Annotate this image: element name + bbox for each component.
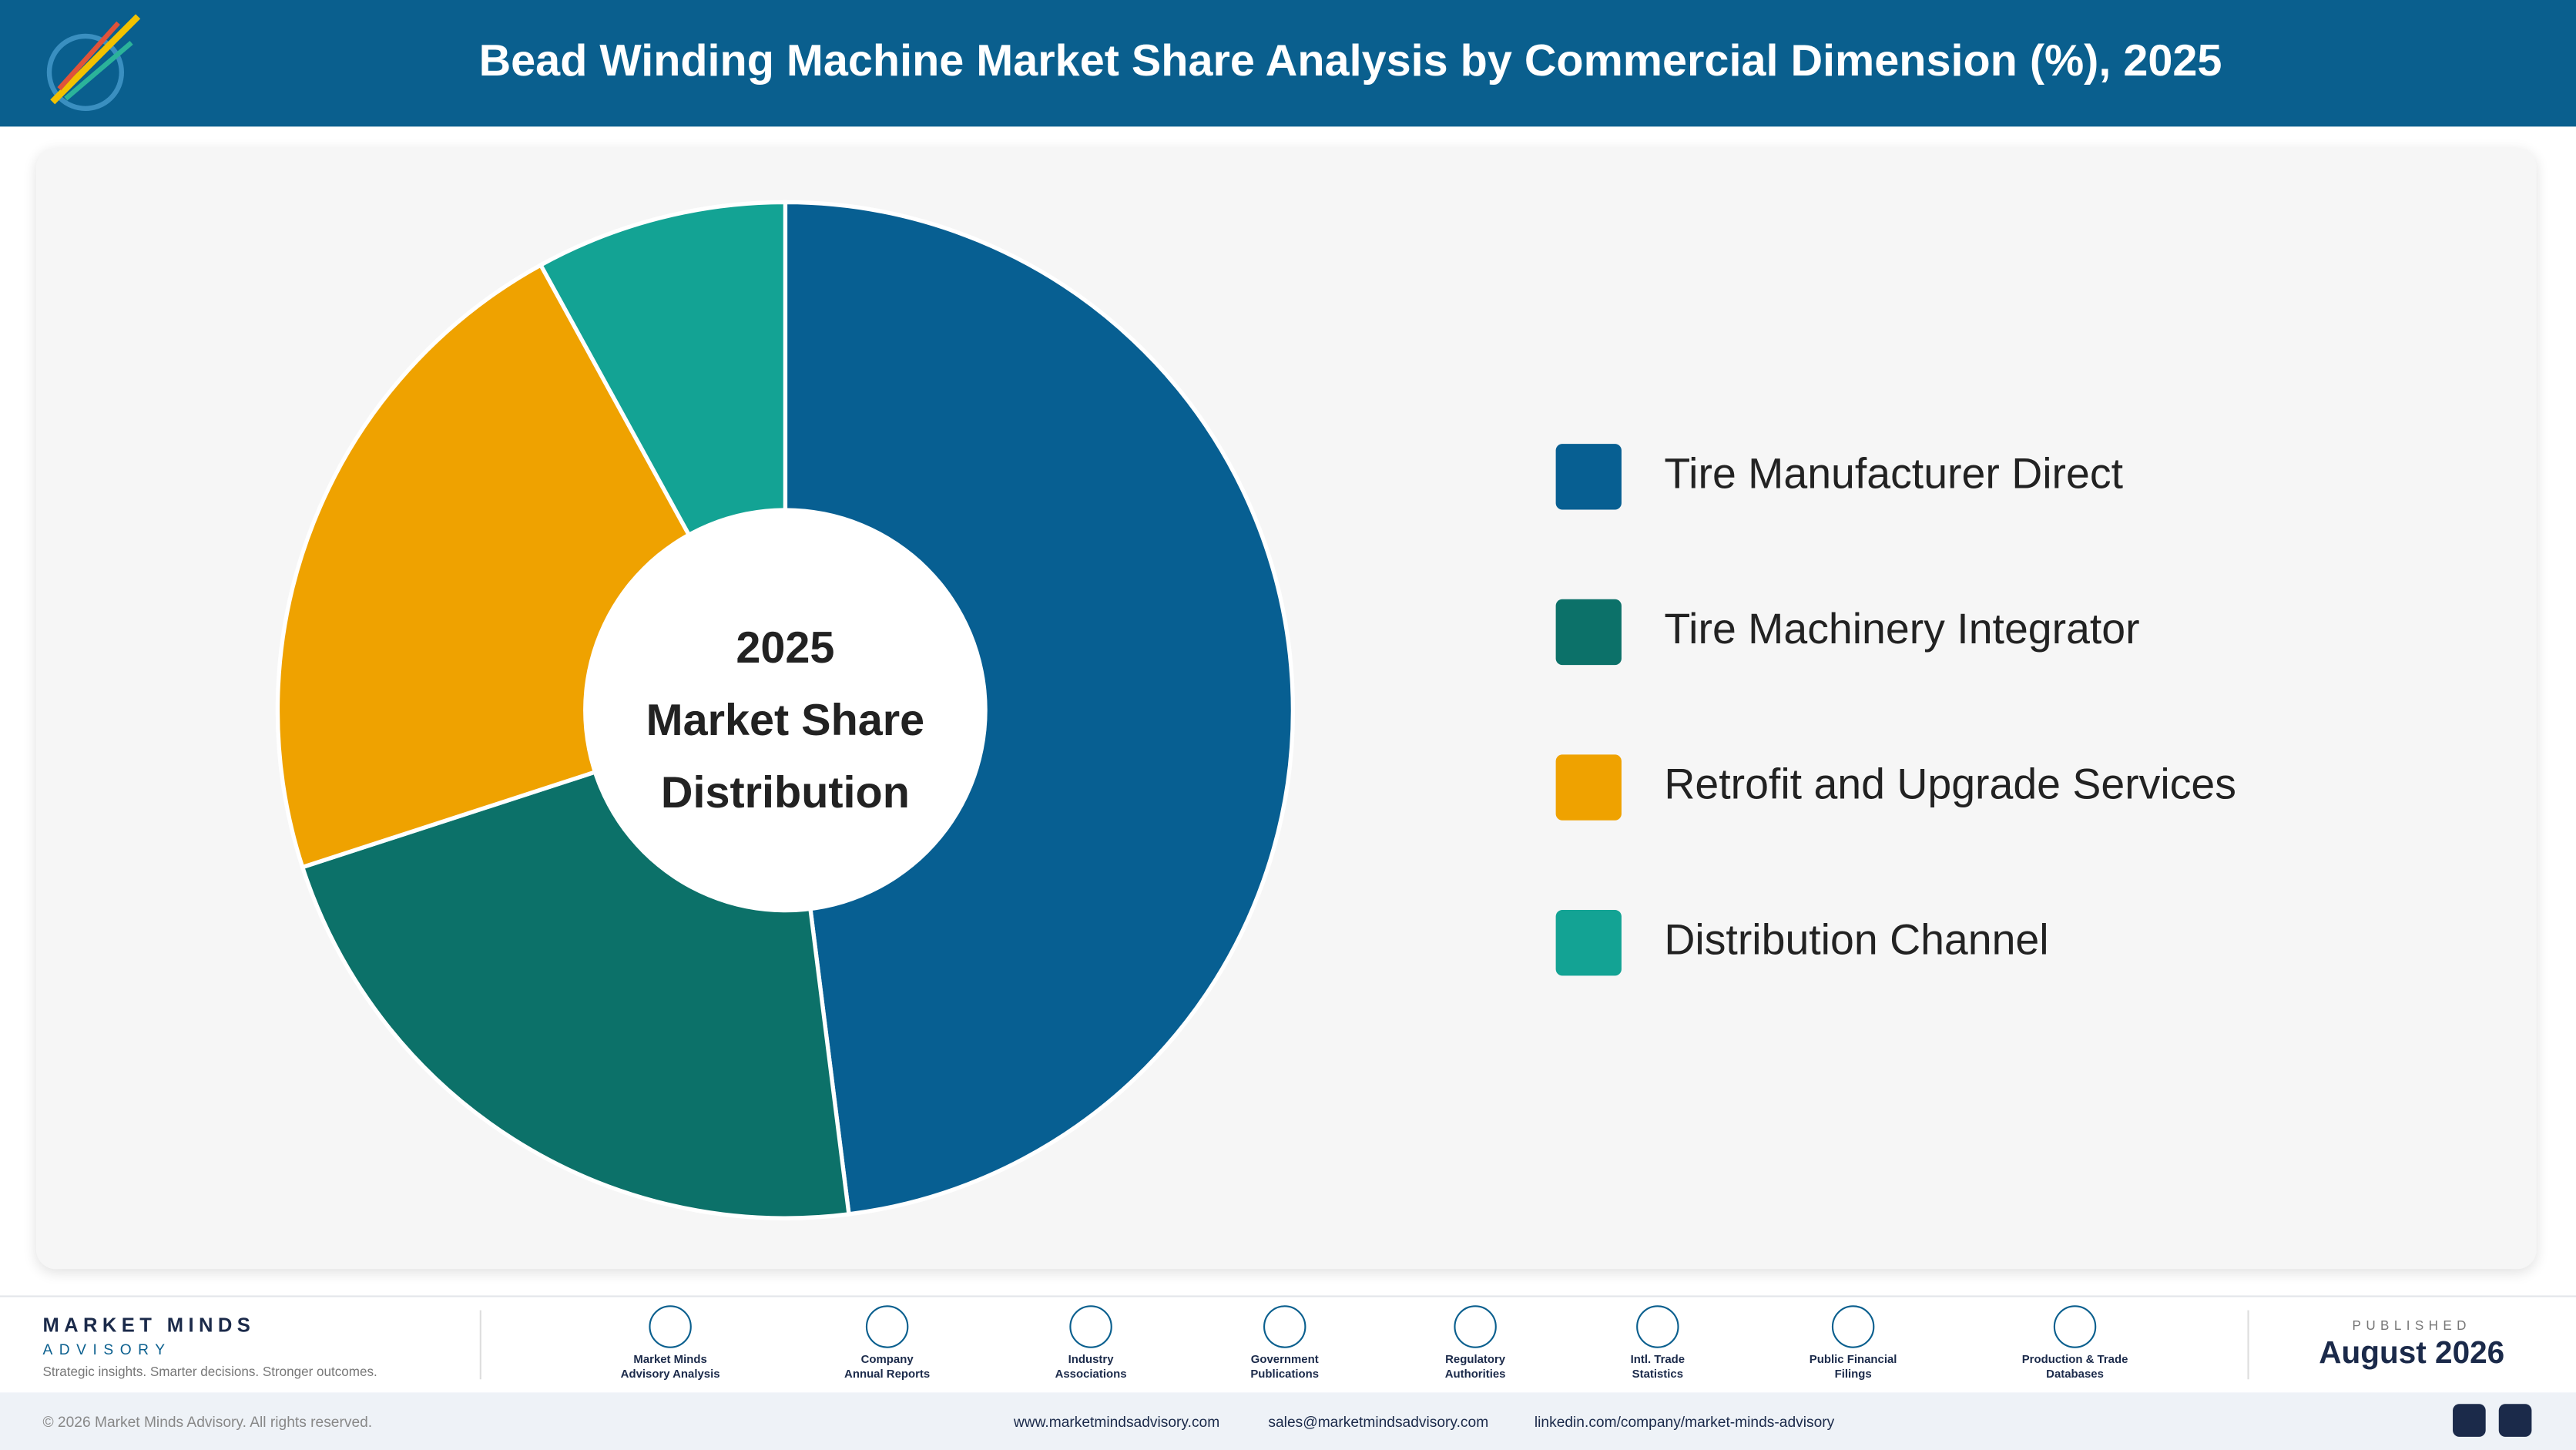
source-label: Filings (1834, 1368, 1872, 1381)
youtube-button[interactable] (2498, 1404, 2532, 1437)
source: Industry Associations (1001, 1305, 1182, 1382)
source-label: Publications (1250, 1368, 1320, 1381)
legend-label: Tire Machinery Integrator (1664, 605, 2139, 653)
legend-label: Retrofit and Upgrade Services (1664, 760, 2236, 808)
pie-slice (783, 200, 1295, 1217)
source: Production & Trade Databases (1984, 1305, 2165, 1382)
source: Market Minds Advisory Analysis (580, 1305, 761, 1382)
source-icon (649, 1305, 692, 1348)
center-text: Market Share (646, 696, 925, 745)
legend-label: Tire Manufacturer Direct (1664, 449, 2123, 497)
source-icon (1831, 1305, 1875, 1348)
source: Company Annual Reports (797, 1305, 978, 1382)
email-link[interactable]: sales@marketmindsadvisory.com (1268, 1414, 1489, 1431)
published-label: PUBLISHED (2352, 1318, 2471, 1334)
website-link[interactable]: www.marketmindsadvisory.com (1013, 1414, 1220, 1431)
source-label: Statistics (1632, 1368, 1684, 1381)
source-label: Authorities (1444, 1368, 1506, 1381)
source-label: Production & Trade (2021, 1354, 2128, 1367)
copyright: © 2026 Market Minds Advisory. All rights… (42, 1414, 373, 1431)
donut-hole (583, 508, 988, 913)
separator (479, 1310, 481, 1380)
source-label: Government (1250, 1354, 1319, 1367)
source-label: Regulatory (1445, 1354, 1506, 1367)
linkedin-link[interactable]: linkedin.com/company/market-minds-adviso… (1534, 1414, 1835, 1431)
center-text: 2025 (736, 623, 834, 673)
source-label: Public Financial (1809, 1354, 1897, 1367)
logo (46, 14, 141, 112)
source-label: Company (860, 1354, 914, 1367)
legend-swatch (1555, 599, 1622, 666)
header: Bead Winding Machine Market Share Analys… (0, 0, 2576, 127)
source-label: Industry (1068, 1354, 1114, 1367)
source-label: Associations (1055, 1368, 1127, 1381)
source: Regulatory Authorities (1385, 1305, 1566, 1382)
source-label: Advisory Analysis (620, 1368, 720, 1381)
brand: MARKET MINDS (42, 1313, 256, 1337)
source-icon (1069, 1305, 1112, 1348)
source-label: Market Minds (633, 1354, 707, 1367)
source-label: Databases (2046, 1368, 2104, 1381)
legend-label: Distribution Channel (1664, 915, 2048, 963)
tagline: Strategic insights. Smarter decisions. S… (42, 1364, 377, 1380)
source: Public Financial Filings (1763, 1305, 1944, 1382)
source-label: Annual Reports (844, 1368, 931, 1381)
legend-swatch (1555, 754, 1622, 821)
center-text: Distribution (661, 768, 910, 817)
source-icon (1454, 1305, 1497, 1348)
source: Intl. Trade Statistics (1568, 1305, 1749, 1382)
source: Government Publications (1194, 1305, 1375, 1382)
x-button[interactable] (2453, 1404, 2486, 1437)
separator (2247, 1310, 2249, 1380)
published-date: August 2026 (2319, 1336, 2505, 1371)
brand-sub: ADVISORY (42, 1341, 172, 1358)
source-icon (1263, 1305, 1306, 1348)
legend-swatch (1555, 444, 1622, 510)
legend-swatch (1555, 910, 1622, 976)
source-icon (865, 1305, 909, 1348)
page-title: Bead Winding Machine Market Share Analys… (478, 35, 2222, 86)
source-icon (2053, 1305, 2097, 1348)
bottom-bar: © 2026 Market Minds Advisory. All rights… (0, 1392, 2576, 1450)
source-icon (1636, 1305, 1679, 1348)
source-label: Intl. Trade (1630, 1354, 1685, 1367)
footer: MARKET MINDS ADVISORY Strategic insights… (0, 1295, 2576, 1393)
